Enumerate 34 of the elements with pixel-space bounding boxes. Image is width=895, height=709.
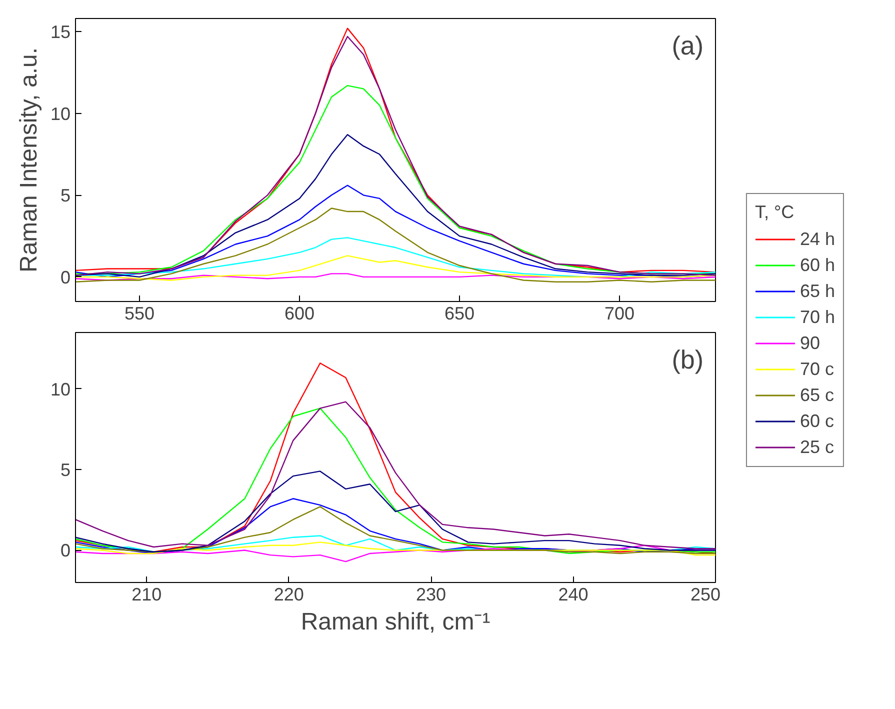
y-tick-label: 0 bbox=[60, 267, 71, 288]
x-tick-label: 230 bbox=[416, 584, 446, 604]
x-axis-title: Raman shift, cm⁻¹ bbox=[300, 608, 490, 636]
x-tick-label: 650 bbox=[444, 304, 475, 324]
line-series bbox=[76, 208, 716, 282]
y-tick-label: 5 bbox=[60, 186, 71, 206]
x-tick-label: 240 bbox=[558, 584, 588, 604]
x-tick-label: 550 bbox=[124, 304, 155, 324]
x-tick-label: 700 bbox=[604, 304, 635, 324]
legend-label: 70 c bbox=[800, 358, 834, 380]
legend-label: 60 c bbox=[800, 410, 834, 432]
y-tick-label: 5 bbox=[60, 460, 71, 480]
legend-label: 90 bbox=[800, 332, 820, 354]
legend-label: 65 c bbox=[800, 384, 834, 406]
y-axis-title: Raman Intensity, a.u. bbox=[15, 48, 42, 272]
line-series bbox=[76, 134, 716, 278]
legend-title: T, °C bbox=[754, 202, 796, 223]
x-tick-label: 210 bbox=[132, 584, 162, 604]
legend-label: 60 h bbox=[800, 254, 836, 276]
y-tick-label: 10 bbox=[50, 379, 71, 400]
y-tick-label: 10 bbox=[50, 104, 71, 124]
y-tick-label: 15 bbox=[50, 22, 71, 42]
legend-label: 24 h bbox=[800, 228, 836, 250]
legend-label: 25 c bbox=[800, 436, 834, 458]
line-series bbox=[76, 470, 716, 552]
annotation: (b) bbox=[672, 344, 704, 374]
line-series bbox=[76, 273, 716, 281]
x-tick-label: 600 bbox=[284, 304, 315, 324]
legend-label: 65 h bbox=[800, 280, 836, 302]
x-tick-label: 220 bbox=[274, 584, 304, 604]
y-tick-label: 0 bbox=[60, 540, 71, 561]
legend-label: 70 h bbox=[800, 306, 836, 328]
annotation: (a) bbox=[672, 30, 704, 60]
x-tick-label: 250 bbox=[690, 584, 721, 604]
